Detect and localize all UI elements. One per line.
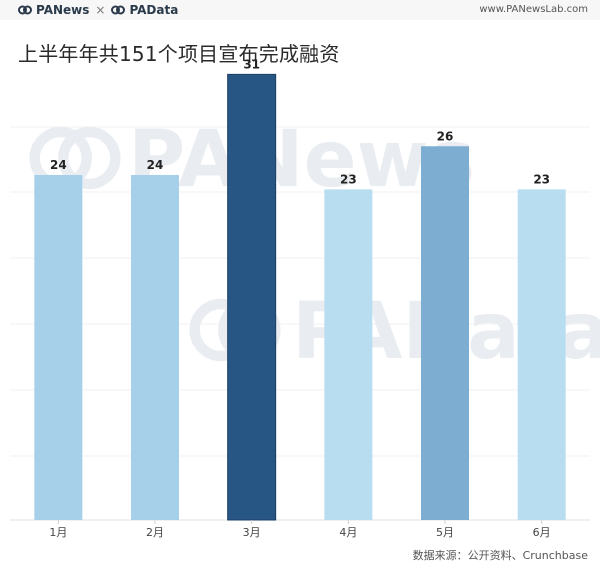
site-url: www.PANewsLab.com — [479, 4, 588, 15]
top-bar — [0, 0, 600, 20]
bar-4 — [324, 189, 373, 520]
brand-secondary: PAData — [129, 3, 179, 17]
x-tick-label-3: 3月 — [243, 526, 261, 539]
data-labels: 24 24 31 23 26 23 — [50, 57, 550, 186]
chart-title: 上半年年共151个项目宣布完成融资 — [18, 42, 340, 66]
x-tick-label-5: 5月 — [436, 526, 454, 539]
x-tick-label-4: 4月 — [339, 526, 357, 539]
data-label-1: 24 — [50, 158, 67, 172]
grid-lines — [10, 126, 590, 521]
bar-2 — [131, 175, 179, 520]
bar-series — [34, 73, 566, 521]
data-source: 数据来源：公开资料、Crunchbase — [412, 549, 588, 562]
watermark-panews: PANews — [29, 115, 475, 205]
data-label-2: 24 — [147, 158, 164, 172]
brand-header: PANews × PAData — [18, 3, 178, 17]
watermark-layer: PANewsPAData — [29, 115, 600, 377]
x-tick-label-2: 2月 — [146, 526, 164, 539]
brand-primary: PANews — [36, 3, 90, 17]
panews-logo-icon — [18, 5, 32, 15]
padata-logo-icon — [111, 5, 126, 15]
bar-6 — [517, 189, 566, 520]
brand-separator: × — [95, 3, 106, 17]
x-axis-ticks: 1月 2月 3月 4月 5月 6月 — [49, 520, 551, 539]
watermark-panews-text: PANews — [128, 115, 475, 205]
bar-3 — [227, 73, 277, 521]
bar-1 — [34, 175, 83, 520]
data-label-6: 23 — [533, 172, 550, 186]
bar-5 — [421, 146, 469, 520]
data-label-5: 26 — [437, 129, 454, 143]
x-tick-label-6: 6月 — [533, 526, 551, 539]
x-tick-label-1: 1月 — [49, 526, 67, 539]
data-label-3: 31 — [243, 57, 260, 71]
data-label-4: 23 — [340, 172, 357, 186]
